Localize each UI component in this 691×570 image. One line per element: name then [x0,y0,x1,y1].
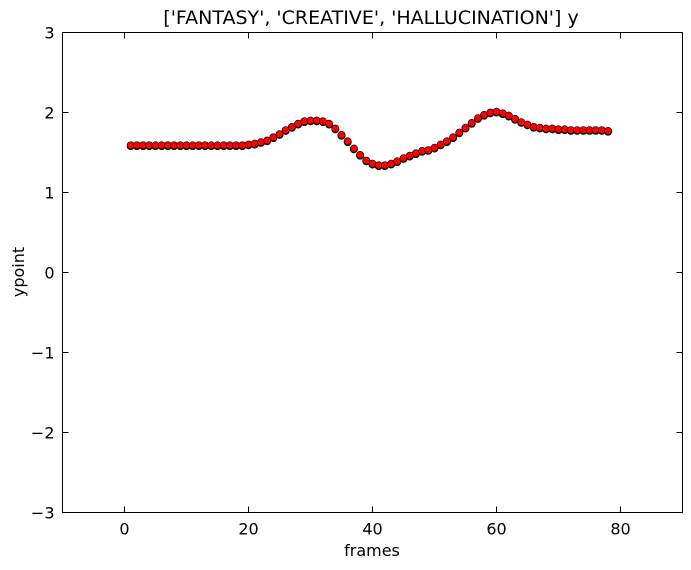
y-tick-label: −1 [31,344,55,363]
chart-title: ['FANTASY', 'CREATIVE', 'HALLUCINATION']… [163,7,578,29]
data-point [343,137,352,146]
x-tick-label: 0 [119,520,129,539]
data-point [287,123,296,131]
data-point [430,143,439,152]
data-point [281,126,290,135]
data-point [604,126,612,135]
data-point [442,137,451,146]
y-tick-label: 2 [44,104,54,123]
y-tick-label: 1 [44,184,54,203]
y-tick-label: 0 [44,264,54,283]
y-tick-label: −2 [31,424,55,443]
x-tick-label: 20 [238,520,258,539]
data-point [275,130,284,138]
data-point [511,115,519,123]
x-tick-label: 60 [486,520,506,539]
data-point [473,114,482,122]
ticks-group [62,32,683,513]
y-tick-label: 3 [44,24,54,43]
series-layer [126,107,612,170]
data-point [331,124,340,133]
data-point [356,150,364,159]
x-tick-label: 40 [362,520,382,539]
data-point [263,136,271,145]
x-tick-label: 80 [610,520,630,539]
y-axis-label: ypoint [9,247,28,297]
data-point [337,130,346,139]
data-point [455,128,464,137]
data-point [325,119,333,128]
data-point [362,156,371,165]
data-point [461,123,470,132]
data-point [449,133,457,142]
x-axis-label: frames [344,541,400,560]
data-point [349,144,358,153]
data-point [436,140,445,149]
data-point [393,157,402,166]
plot-area [62,32,683,513]
data-point [467,119,476,127]
tick-labels-group: 0 20 40 60 80 −3 −2 −1 0 1 2 3 [31,24,631,539]
series-3 [126,107,612,170]
data-point [269,133,278,142]
data-point [504,111,513,120]
y-tick-label: −3 [31,504,55,523]
